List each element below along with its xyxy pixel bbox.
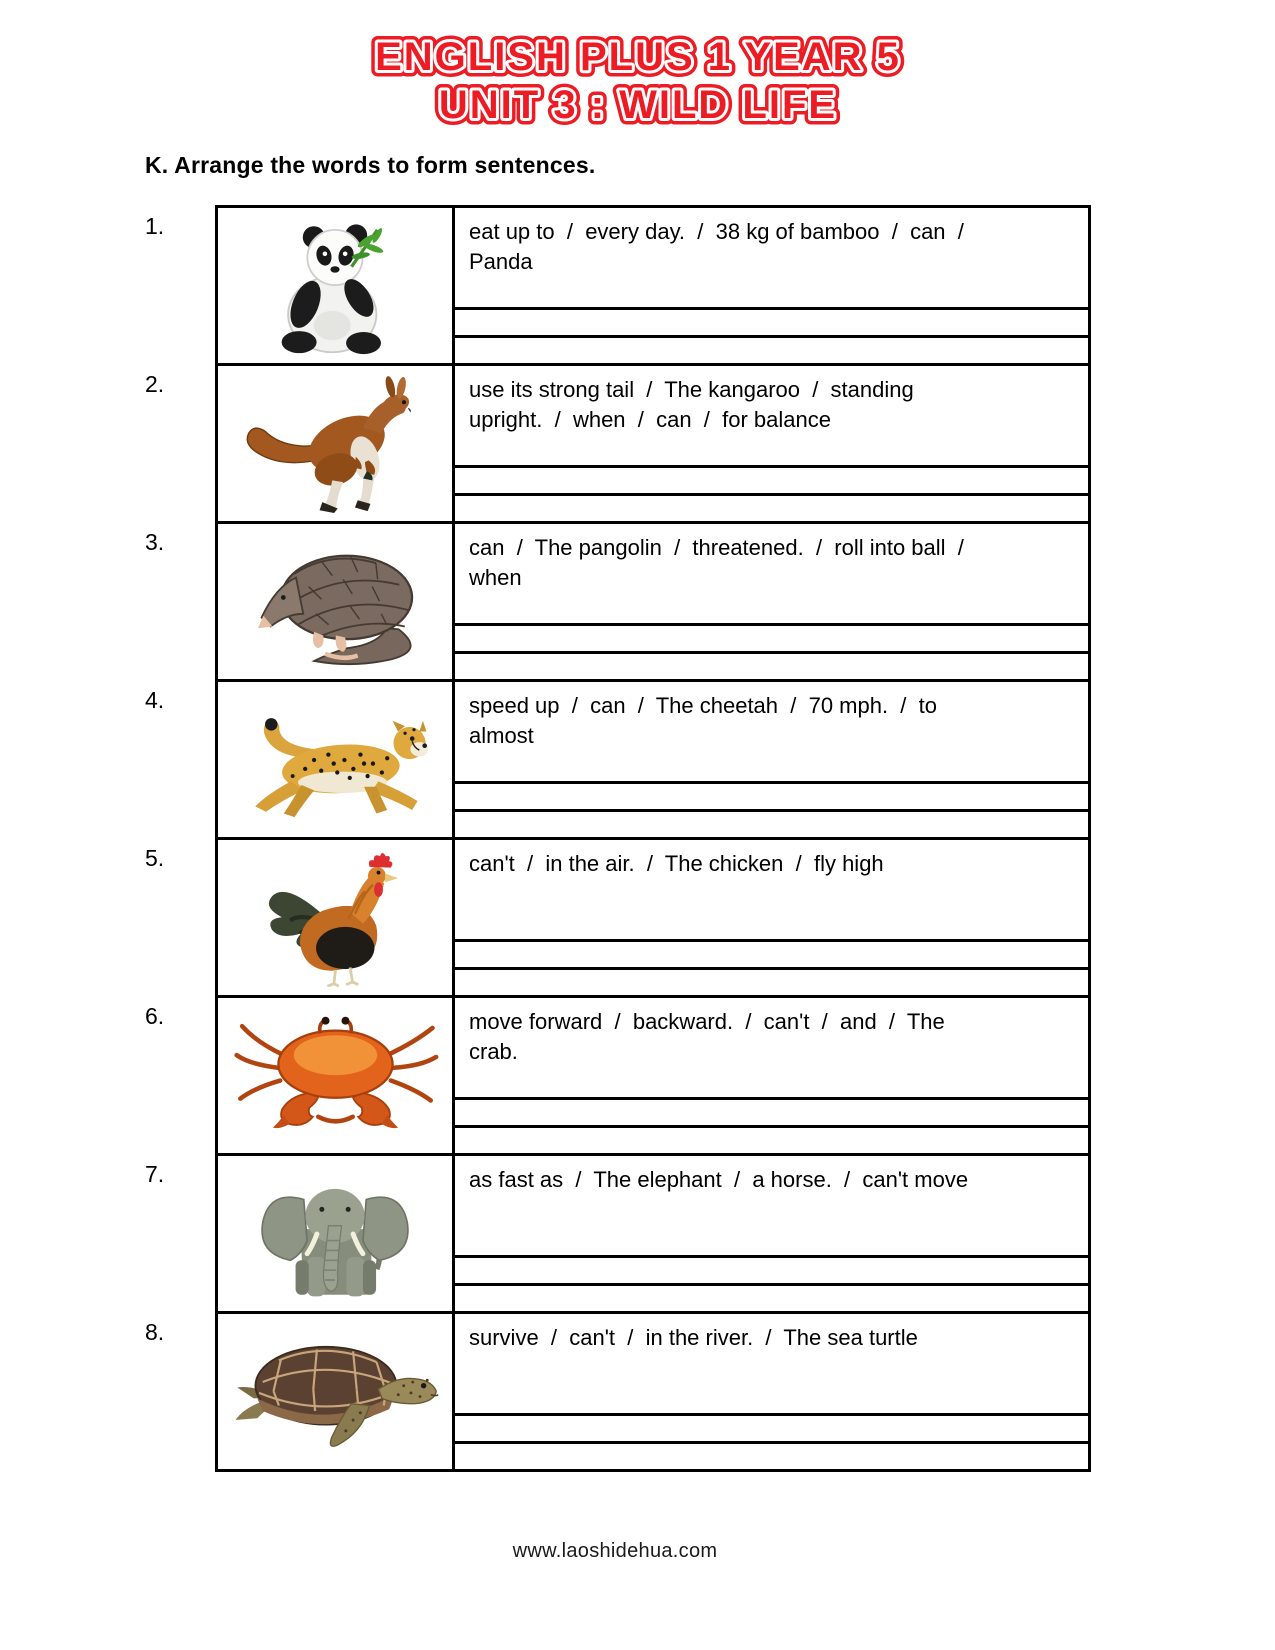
sea-turtle-image <box>235 1345 439 1447</box>
sentence-words: as fast as / The elephant / a horse. / c… <box>469 1167 969 1192</box>
answer-line <box>455 465 1088 493</box>
animal-image-cell <box>218 208 455 363</box>
answer-line <box>455 939 1088 967</box>
footer-url: www.laoshidehua.com <box>512 1540 718 1562</box>
rooster-image <box>268 852 398 987</box>
sentence-words: eat up to / every day. / 38 kg of bamboo… <box>469 219 964 274</box>
answer-line <box>455 493 1088 521</box>
item-row-6: 6. <box>145 995 1095 1156</box>
answer-line <box>455 1097 1088 1125</box>
answer-line <box>455 1441 1088 1469</box>
item-row-8: 8. <box>145 1311 1095 1472</box>
title-line2: UNIT 3 : WILD LIFE <box>438 83 836 127</box>
animal-image-cell <box>218 1156 455 1311</box>
panda-image <box>281 223 384 354</box>
item-row-7: 7. <box>145 1153 1095 1314</box>
item-number: 1. <box>145 213 165 239</box>
elephant-image <box>261 1188 409 1296</box>
answer-line <box>455 809 1088 837</box>
animal-image-cell <box>218 1314 455 1469</box>
animal-image-cell <box>218 682 455 837</box>
item-number: 7. <box>145 1161 165 1187</box>
item-number: 2. <box>145 371 165 397</box>
answer-line <box>455 967 1088 995</box>
item-row-4: 4. <box>145 679 1095 840</box>
title-line1: ENGLISH PLUS 1 YEAR 5 <box>375 35 901 79</box>
kangaroo-image <box>246 375 411 513</box>
animal-image-cell <box>218 840 455 995</box>
sentence-words: move forward / backward. / can't / and /… <box>469 1009 945 1064</box>
item-row-2: 2. <box>145 363 1095 524</box>
item-number: 8. <box>145 1319 165 1345</box>
sentence-words: speed up / can / The cheetah / 70 mph. /… <box>469 693 937 748</box>
worksheet-title: ENGLISH PLUS 1 YEAR 5 ENGLISH PLUS 1 YEA… <box>368 29 905 134</box>
item-number: 4. <box>145 687 165 713</box>
sentence-words: can't / in the air. / The chicken / fly … <box>469 851 884 876</box>
title-line1-outline: ENGLISH PLUS 1 YEAR 5 <box>375 35 901 79</box>
item-row-1: 1. <box>145 205 1095 366</box>
instruction-text: K. Arrange the words to form sentences. <box>145 152 596 178</box>
item-number: 6. <box>145 1003 165 1029</box>
animal-image-cell <box>218 366 455 521</box>
answer-line <box>455 1413 1088 1441</box>
title-line2-outline: UNIT 3 : WILD LIFE <box>438 83 836 127</box>
answer-line <box>455 623 1088 651</box>
animal-image-cell <box>218 998 455 1153</box>
sentence-words: can / The pangolin / threatened. / roll … <box>469 535 964 590</box>
answer-line <box>455 307 1088 335</box>
sentence-words: use its strong tail / The kangaroo / sta… <box>469 377 914 432</box>
animal-image-cell <box>218 524 455 679</box>
answer-line <box>455 335 1088 363</box>
worksheet-table: 1. <box>145 205 1095 1472</box>
answer-line <box>455 651 1088 679</box>
worksheet-header: ENGLISH PLUS 1 YEAR 5 ENGLISH PLUS 1 YEA… <box>23 0 1253 138</box>
answer-line <box>455 1255 1088 1283</box>
sentence-words: survive / can't / in the river. / The se… <box>469 1325 918 1350</box>
item-row-3: 3. <box>145 521 1095 682</box>
item-row-5: 5. <box>145 837 1095 998</box>
crab-image <box>233 1016 438 1128</box>
cheetah-image <box>254 717 428 817</box>
answer-line <box>455 781 1088 809</box>
answer-line <box>455 1283 1088 1311</box>
pangolin-image <box>257 554 414 665</box>
answer-line <box>455 1125 1088 1153</box>
item-number: 3. <box>145 529 165 555</box>
item-number: 5. <box>145 845 165 871</box>
